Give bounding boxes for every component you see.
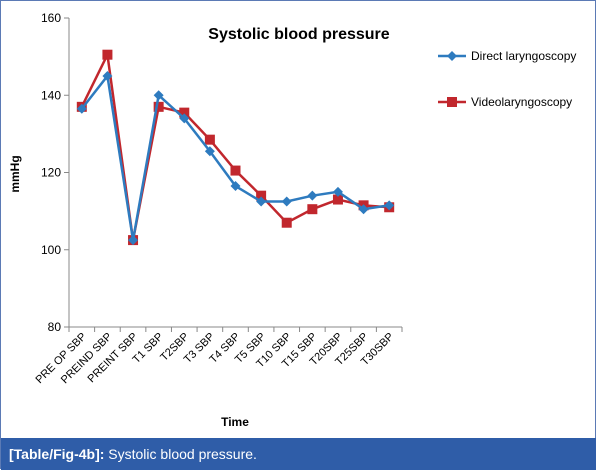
caption-ref: [Table/Fig-4b]: xyxy=(9,446,105,462)
data-point xyxy=(179,107,190,118)
data-point xyxy=(281,196,292,207)
data-point xyxy=(256,196,267,207)
data-point xyxy=(332,194,343,205)
data-point xyxy=(76,103,87,114)
legend-marker xyxy=(447,97,457,107)
chart-title: Systolic blood pressure xyxy=(208,26,389,43)
y-tick-label: 120 xyxy=(41,166,61,180)
line-chart: Systolic blood pressure mmHg Time 80 100 1… xyxy=(8,11,576,429)
series-1 xyxy=(76,49,395,246)
y-tick-label: 160 xyxy=(41,11,61,25)
data-point xyxy=(332,186,343,197)
data-point xyxy=(128,235,139,246)
data-point xyxy=(307,204,318,215)
data-point xyxy=(358,204,369,215)
y-tick-label: 100 xyxy=(41,243,61,257)
data-point xyxy=(153,90,164,101)
y-tick-label: 80 xyxy=(48,320,62,334)
y-axis-label: mmHg xyxy=(8,155,22,192)
data-point xyxy=(230,181,241,192)
data-point xyxy=(230,165,241,176)
legend-item: Videolaryngoscopy xyxy=(438,95,572,109)
data-point xyxy=(153,101,164,112)
legend-label: Direct laryngoscopy xyxy=(471,49,576,63)
data-point xyxy=(281,217,292,228)
legend-label: Videolaryngoscopy xyxy=(471,95,572,109)
data-point xyxy=(179,113,190,124)
legend-marker xyxy=(447,51,457,61)
legend-item: Direct laryngoscopy xyxy=(438,49,576,63)
data-point xyxy=(256,190,267,201)
chart-area: Systolic blood pressure mmHg Time 80 100 1… xyxy=(2,2,596,438)
data-point xyxy=(204,146,215,157)
data-point xyxy=(307,190,318,201)
data-point xyxy=(102,49,113,60)
series-line xyxy=(80,72,390,241)
data-point xyxy=(384,200,395,211)
caption-text: Systolic blood pressure. xyxy=(104,446,257,462)
x-axis-label: Time xyxy=(221,415,249,429)
y-tick-label: 140 xyxy=(41,88,61,102)
figure-caption: [Table/Fig-4b]: Systolic blood pressure. xyxy=(1,438,596,470)
data-point xyxy=(102,70,113,81)
data-point xyxy=(204,134,215,145)
series-0 xyxy=(76,70,395,246)
